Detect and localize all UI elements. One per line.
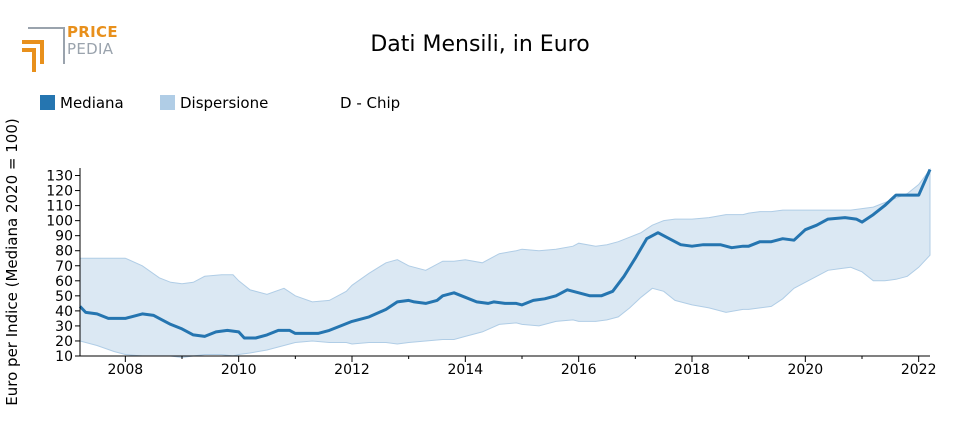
median-line xyxy=(78,168,932,340)
x-tick-label-2020: 2020 xyxy=(788,362,824,378)
x-tick-label-2008: 2008 xyxy=(108,362,144,378)
x-tick-label-2012: 2012 xyxy=(334,362,370,378)
y-tick-label-40: 40 xyxy=(55,304,73,320)
y-tick-label-80: 80 xyxy=(55,244,73,260)
y-tick-label-70: 70 xyxy=(55,259,73,275)
x-tick-label-2016: 2016 xyxy=(561,362,597,378)
product-annotation: D - Chip xyxy=(340,94,401,112)
x-tick-label-2022: 2022 xyxy=(901,362,937,378)
x-tick-label-2018: 2018 xyxy=(674,362,710,378)
y-tick-label-130: 130 xyxy=(46,169,73,185)
y-tick-label-20: 20 xyxy=(55,334,73,350)
logo-mark xyxy=(22,27,65,72)
legend-swatch-dispersion xyxy=(160,95,175,110)
y-tick-label-50: 50 xyxy=(55,289,73,305)
legend-label-median: Mediana xyxy=(60,94,124,112)
logo-word-price: PRICE xyxy=(67,23,118,41)
dispersion-band xyxy=(79,168,931,359)
y-axis-label: Euro per Indice (Mediana 2020 = 100) xyxy=(3,118,21,405)
legend-swatch-median xyxy=(40,95,55,110)
pricepedia-logo: PRICE PEDIA xyxy=(18,24,128,76)
y-tick-label-30: 30 xyxy=(55,319,73,335)
y-tick-label-120: 120 xyxy=(46,184,73,200)
legend-item-dispersion[interactable]: Dispersione xyxy=(160,94,268,112)
y-tick-label-10: 10 xyxy=(55,349,73,365)
logo-word-pedia: PEDIA xyxy=(67,40,114,58)
legend-label-dispersion: Dispersione xyxy=(180,94,269,112)
y-tick-label-60: 60 xyxy=(55,274,73,290)
x-tick-label-2010: 2010 xyxy=(221,362,257,378)
x-tick-label-2014: 2014 xyxy=(448,362,484,378)
y-tick-label-100: 100 xyxy=(46,214,73,230)
chart-title: Dati Mensili, in Euro xyxy=(370,32,590,57)
y-tick-label-90: 90 xyxy=(55,229,73,245)
y-tick-label-110: 110 xyxy=(46,199,73,215)
legend-item-median[interactable]: Mediana xyxy=(40,94,124,112)
